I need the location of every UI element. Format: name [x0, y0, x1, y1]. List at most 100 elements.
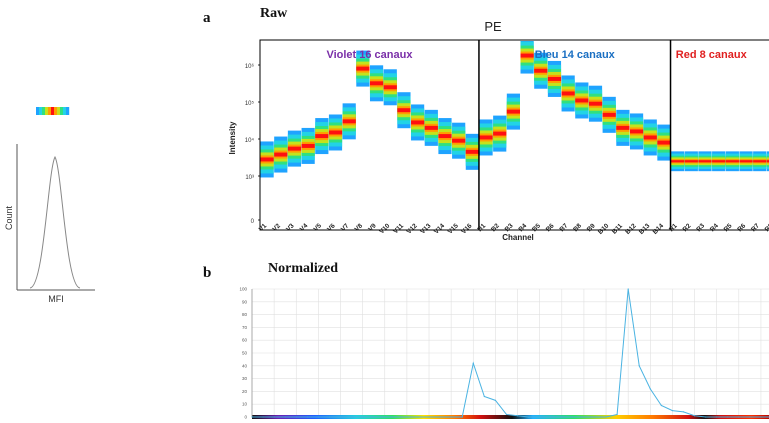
- raw-heat-cell-R8: [766, 160, 769, 163]
- raw-x-tick-B1: B1: [476, 222, 487, 233]
- raw-x-tick-V2: V2: [271, 222, 282, 233]
- spectrum-legend-cell: [57, 107, 61, 115]
- spectrum-legend-cell: [36, 107, 40, 115]
- normalized-line-chart: 0 10 20 30 40 50 60 70 80 90 100: [239, 287, 769, 420]
- normalized-y-tick-label: 100: [239, 287, 247, 292]
- raw-x-tick-B8: B8: [572, 222, 583, 233]
- raw-heat-cell-R2: [684, 160, 698, 163]
- raw-heat-cell-V9: [369, 81, 384, 86]
- normalized-point: [295, 416, 297, 418]
- normalized-point: [693, 415, 696, 417]
- normalized-point: [273, 416, 275, 418]
- spectrum-legend: [36, 107, 70, 115]
- raw-heat-cell-B9: [588, 101, 603, 106]
- spectrum-legend-cell: [63, 107, 67, 115]
- raw-y-tick-label: 10³: [245, 175, 254, 181]
- raw-ylabel: Intensity: [228, 121, 237, 154]
- spectrum-legend-cell: [51, 107, 55, 115]
- raw-x-tick-B4: B4: [517, 222, 528, 233]
- raw-heat-cell-V12: [411, 120, 425, 125]
- normalized-point: [638, 365, 640, 367]
- normalized-point: [450, 416, 452, 418]
- raw-heat-cell-B5: [534, 68, 548, 73]
- normalized-point: [605, 416, 607, 418]
- normalized-point: [384, 416, 386, 418]
- normalized-point: [760, 416, 762, 418]
- raw-x-tick-V1: V1: [258, 222, 269, 233]
- normalized-point: [671, 410, 674, 412]
- normalized-point: [727, 416, 729, 418]
- normalized-y-tick-label: 0: [244, 415, 247, 420]
- normalized-point: [749, 416, 751, 418]
- raw-heat-cell-V10: [383, 85, 397, 90]
- raw-x-tick-V13: V13: [419, 222, 432, 235]
- raw-heat-cell-V3: [287, 146, 302, 151]
- raw-heat-cell-B3: [506, 109, 520, 114]
- raw-x-tick-B3: B3: [504, 222, 515, 233]
- normalized-y-tick-label: 60: [242, 338, 248, 343]
- raw-heat-cell-V8: [356, 66, 370, 71]
- normalized-series-line: [252, 288, 769, 418]
- raw-x-tick-R1: R1: [668, 222, 679, 233]
- raw-y-tick-label: 10⁴: [245, 137, 255, 144]
- raw-x-tick-B6: B6: [545, 222, 556, 233]
- raw-x-tick-R7: R7: [750, 222, 761, 233]
- raw-heat-cell-B4: [520, 53, 534, 58]
- normalized-point: [505, 413, 508, 416]
- raw-heat-cell-B2: [493, 131, 507, 136]
- raw-x-tick-V15: V15: [447, 222, 460, 235]
- raw-y-tick-label: 0: [251, 219, 255, 225]
- raw-heat-cell-B11: [616, 125, 630, 130]
- panel-b-title: Normalized: [268, 261, 338, 276]
- normalized-point: [317, 416, 319, 418]
- raw-x-tick-B10: B10: [597, 222, 611, 236]
- normalized-point: [406, 416, 408, 418]
- raw-heat-cell-B10: [602, 112, 616, 117]
- raw-heat-cell-R5: [725, 160, 739, 163]
- normalized-point: [594, 416, 596, 418]
- raw-y-tick-label: 10⁶: [245, 63, 255, 70]
- raw-x-tick-V3: V3: [285, 222, 296, 233]
- normalized-point: [583, 416, 585, 418]
- spectrum-legend-cell: [66, 107, 70, 115]
- raw-x-tick-B13: B13: [638, 222, 652, 236]
- raw-heat-cell-B14: [657, 140, 671, 145]
- raw-heat-cell-V7: [342, 119, 356, 124]
- normalized-point: [328, 416, 331, 418]
- normalized-point: [284, 416, 286, 418]
- normalized-point: [483, 395, 485, 398]
- raw-heat-cell-B8: [575, 98, 589, 103]
- raw-heat-cell-V16: [465, 149, 479, 154]
- normalized-spectrum-bar: [252, 415, 769, 419]
- normalized-point: [705, 416, 707, 418]
- raw-heat-cell-V4: [301, 143, 315, 148]
- normalized-y-tick-label: 70: [242, 325, 248, 330]
- raw-heatmap-chart: PE 0 10³ 10⁴ 10⁵ 10⁶ Violet 16 canaux Bleu 14…: [228, 19, 769, 242]
- spectrum-legend-cell: [48, 107, 52, 115]
- normalized-point: [561, 416, 563, 418]
- raw-group-label: Violet 16 canaux: [326, 49, 413, 61]
- normalized-y-tick-label: 90: [242, 299, 248, 304]
- normalized-point: [362, 416, 364, 418]
- raw-heat-cell-R7: [753, 160, 767, 163]
- raw-heat-cell-V14: [438, 134, 452, 139]
- normalized-y-tick-label: 80: [242, 312, 248, 317]
- normalized-point: [395, 416, 397, 418]
- raw-x-tick-V16: V16: [460, 222, 473, 235]
- raw-x-tick-V14: V14: [433, 222, 446, 235]
- raw-heat-cell-V11: [397, 108, 411, 113]
- raw-heat-cell-B1: [479, 135, 493, 140]
- normalized-point: [251, 416, 253, 418]
- spectrum-legend-cell: [39, 107, 43, 115]
- raw-x-tick-V11: V11: [392, 222, 405, 235]
- normalized-y-tick-label: 40: [242, 363, 248, 368]
- normalized-point: [306, 416, 308, 418]
- raw-heat-cell-R4: [712, 160, 726, 163]
- normalized-point: [738, 416, 740, 418]
- histogram-xlabel: MFI: [48, 294, 64, 304]
- raw-x-tick-B14: B14: [652, 222, 666, 236]
- normalized-point: [472, 362, 474, 364]
- raw-heat-cell-V1: [260, 157, 274, 162]
- raw-group-label: Bleu 14 canaux: [535, 49, 616, 61]
- raw-heat-cell-V13: [424, 125, 438, 130]
